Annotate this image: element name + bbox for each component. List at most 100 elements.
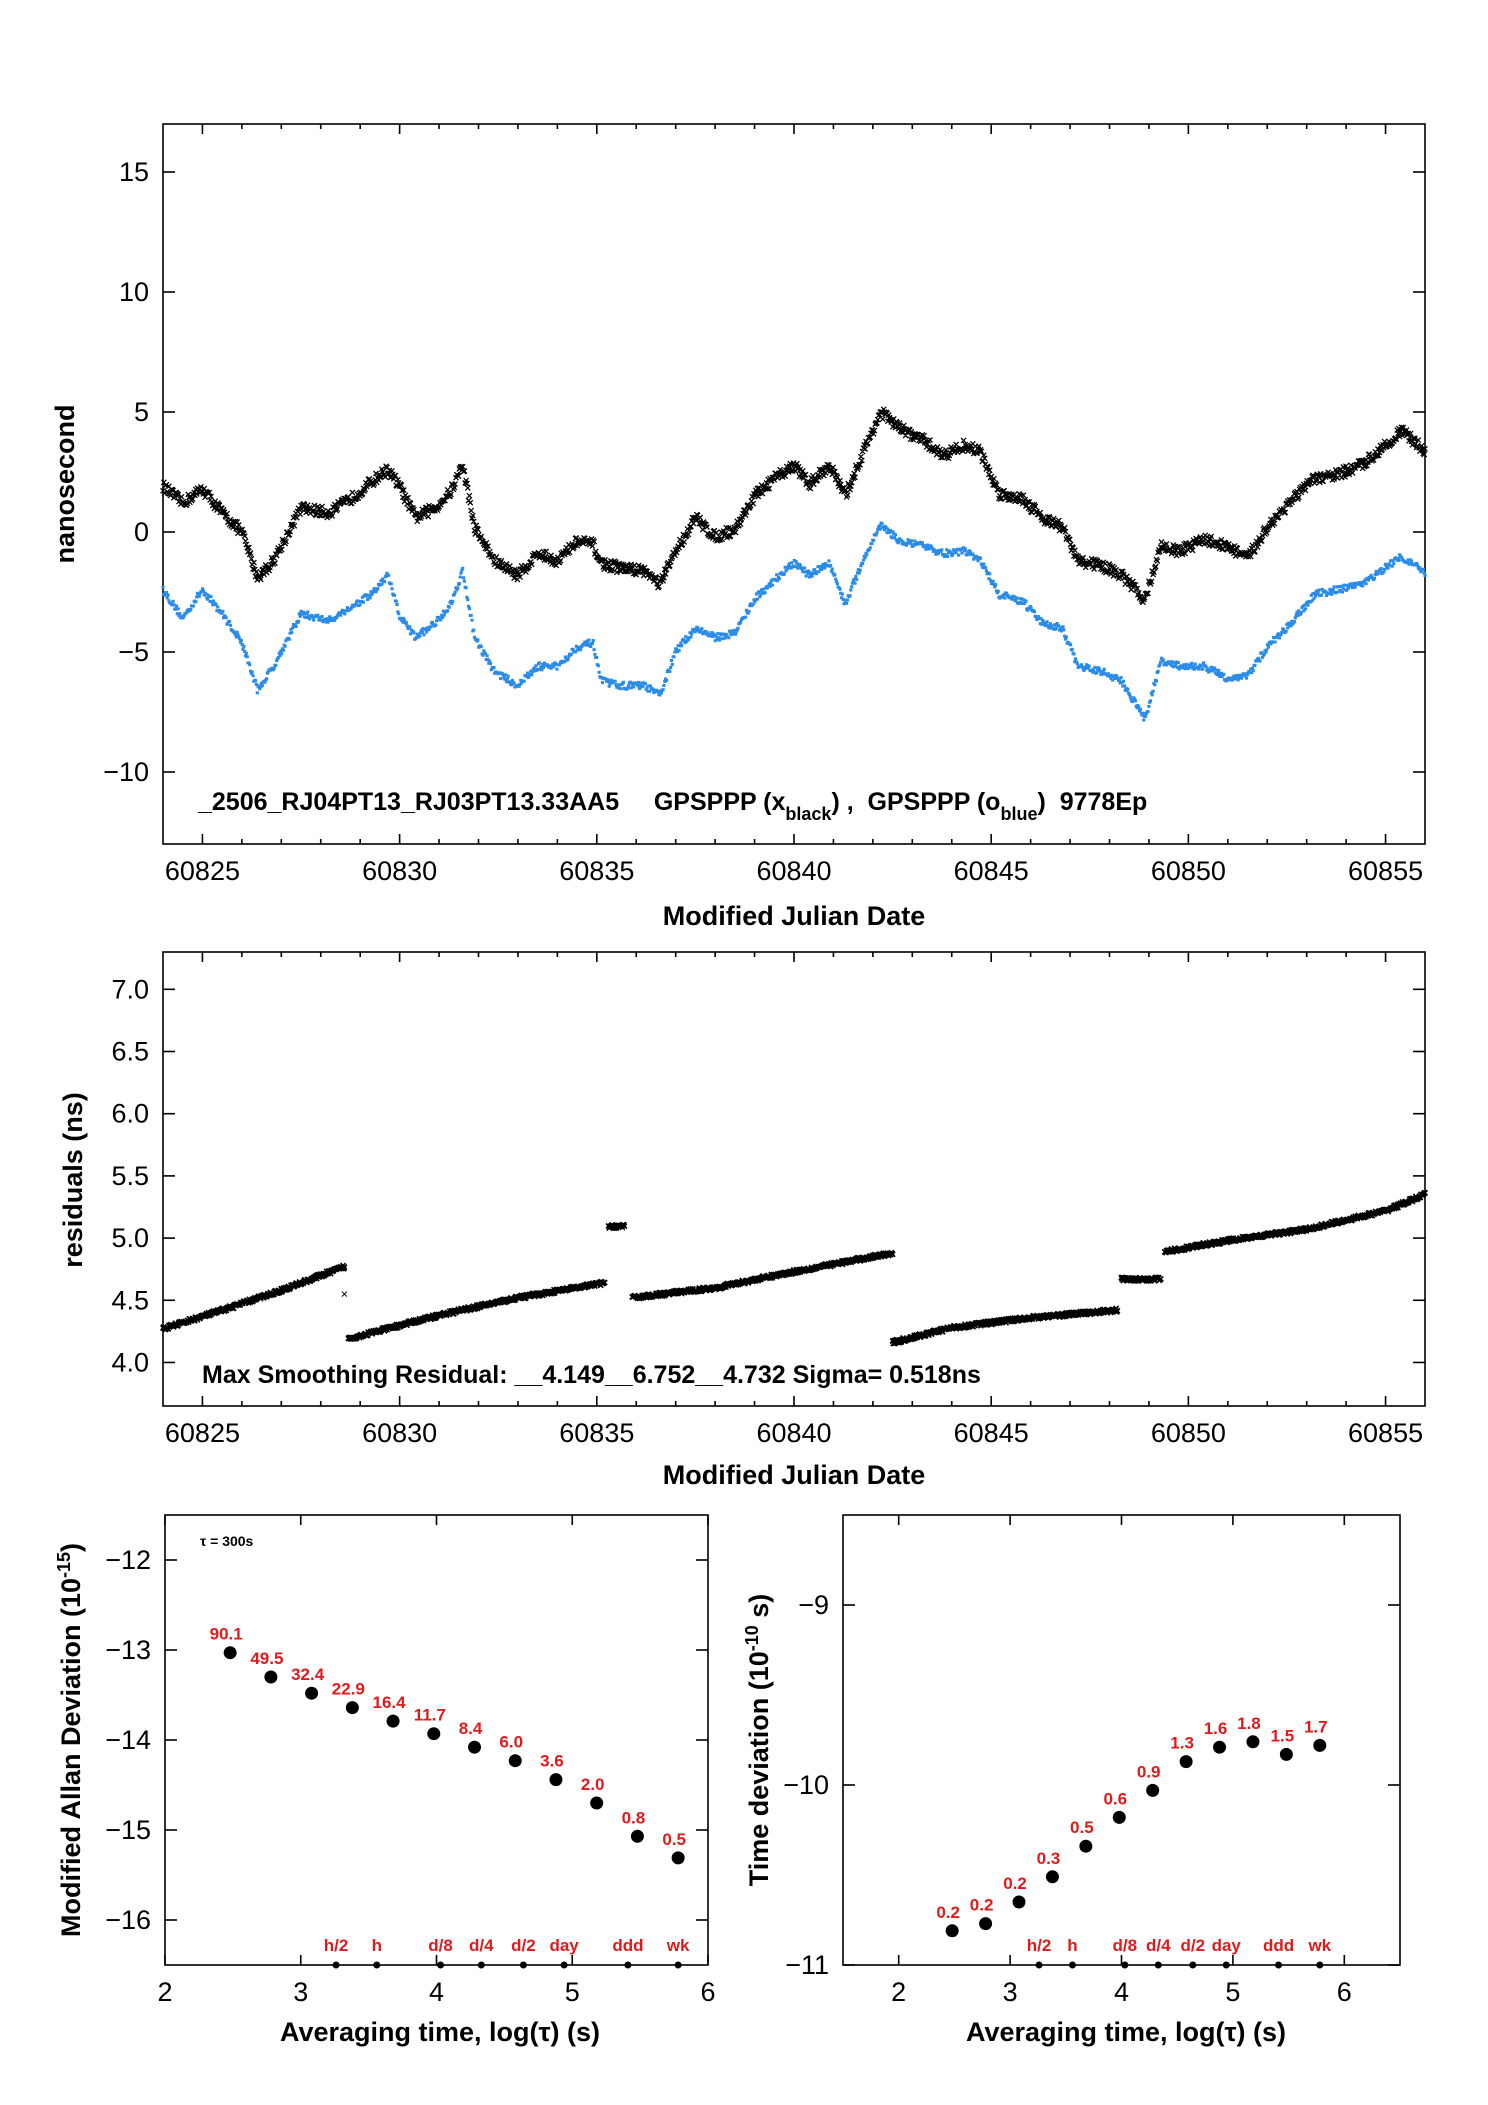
point-label: 0.3 bbox=[1037, 1849, 1061, 1868]
mdev-y-axis-label: Modified Allan Deviation (10-15) bbox=[54, 1543, 86, 1937]
x-tick-label: 60840 bbox=[756, 856, 831, 886]
phase-panel: 60825 60830 60835 60840 60845 60850 60855 −10 −5… bbox=[50, 123, 1428, 931]
y-tick-label: −15 bbox=[105, 1815, 151, 1845]
y-tick-label: 7.0 bbox=[111, 974, 149, 1004]
timescale-marker bbox=[332, 1961, 340, 1969]
timescale-marker bbox=[1189, 1961, 1197, 1969]
stability-point bbox=[1079, 1839, 1093, 1853]
stability-point bbox=[264, 1670, 278, 1684]
stability-point bbox=[1179, 1755, 1193, 1769]
timescale-marker bbox=[437, 1961, 445, 1969]
phase-plot-frame bbox=[162, 123, 1426, 845]
x-tick-label: 60840 bbox=[756, 1418, 831, 1448]
timescale-marker bbox=[1035, 1961, 1043, 1969]
stability-point bbox=[590, 1796, 604, 1810]
x-tick-label: 3 bbox=[1003, 1977, 1018, 2007]
timescale-marker bbox=[560, 1961, 568, 1969]
blue-o-markers bbox=[161, 521, 1427, 722]
timescale-marker bbox=[477, 1961, 485, 1969]
residuals-series bbox=[159, 1189, 1429, 1347]
y-tick-label: 0 bbox=[134, 517, 149, 547]
point-label: 8.4 bbox=[459, 1719, 483, 1738]
residual-segment bbox=[889, 1305, 1121, 1347]
timescale-label: d/8 bbox=[1113, 1936, 1138, 1955]
point-label: 0.9 bbox=[1137, 1762, 1161, 1781]
point-label: 1.5 bbox=[1271, 1726, 1295, 1745]
point-label: 2.0 bbox=[581, 1775, 605, 1794]
tdev-y-axis-label: Time deviation (10-10 s) bbox=[742, 1594, 774, 1887]
point-label: 0.5 bbox=[662, 1830, 686, 1849]
x-tick-label: 60830 bbox=[362, 1418, 437, 1448]
point-label: 6.0 bbox=[499, 1733, 523, 1752]
stability-point bbox=[1012, 1895, 1026, 1909]
timescale-label: ddd bbox=[1263, 1936, 1294, 1955]
timescale-label: ddd bbox=[612, 1936, 643, 1955]
tdev-ticks: 2 3 4 5 6 −11 −10 −9 bbox=[783, 1515, 1400, 2007]
residuals-ticks: 60825 60830 60835 60840 60845 60850 60855 4.0 4.… bbox=[111, 952, 1425, 1448]
mdev-plot-frame bbox=[164, 1514, 709, 1966]
point-label: 3.6 bbox=[540, 1752, 564, 1771]
y-tick-label: −12 bbox=[105, 1545, 151, 1575]
tau-note: τ = 300s bbox=[200, 1533, 254, 1549]
stability-point bbox=[630, 1829, 644, 1843]
stability-point bbox=[671, 1851, 685, 1865]
x-tick-label: 2 bbox=[891, 1977, 906, 2007]
point-label: 16.4 bbox=[373, 1693, 407, 1712]
timescale-label: d/8 bbox=[428, 1936, 453, 1955]
point-label: 1.7 bbox=[1304, 1717, 1328, 1736]
timescale-label: wk bbox=[1307, 1936, 1331, 1955]
x-tick-label: 60825 bbox=[165, 1418, 240, 1448]
timescale-label: day bbox=[549, 1936, 579, 1955]
point-label: 0.6 bbox=[1103, 1789, 1127, 1808]
stability-point bbox=[945, 1924, 959, 1938]
point-label: 0.2 bbox=[970, 1896, 994, 1915]
tdev-panel: 2 3 4 5 6 −11 −10 −9 0.2 0.2 0.2 0.3 0.5 0.6 0.9 1.3 1.… bbox=[742, 1514, 1401, 2047]
series-blue-o bbox=[161, 521, 1427, 722]
residual-outlier bbox=[988, 1318, 995, 1325]
stability-point bbox=[1213, 1740, 1227, 1754]
point-label: 0.5 bbox=[1070, 1818, 1094, 1837]
x-tick-label: 60845 bbox=[954, 1418, 1029, 1448]
timescale-marker bbox=[1154, 1961, 1162, 1969]
timescale-marker bbox=[373, 1961, 381, 1969]
y-tick-label: 4.5 bbox=[111, 1285, 149, 1315]
x-tick-label: 5 bbox=[1225, 1977, 1240, 2007]
y-tick-label: −5 bbox=[118, 637, 149, 667]
x-tick-label: 60825 bbox=[165, 856, 240, 886]
stability-point bbox=[1112, 1810, 1126, 1824]
y-tick-label: −10 bbox=[103, 757, 149, 787]
phase-y-axis-label: nanosecond bbox=[50, 404, 80, 563]
stability-point bbox=[1279, 1747, 1293, 1761]
phase-x-axis-label: Modified Julian Date bbox=[663, 901, 926, 931]
tdev-x-axis-label: Averaging time, log(τ) (s) bbox=[966, 2017, 1286, 2047]
residual-segment bbox=[1161, 1189, 1429, 1256]
x-tick-label: 60855 bbox=[1348, 1418, 1423, 1448]
mdev-ticks: 2 3 4 5 6 −16 −15 −14 −13 −12 bbox=[105, 1515, 716, 2007]
phase-annotation: _2506_RJ04PT13_RJ03PT13.33AA5 GPSPPP (xb… bbox=[197, 788, 1147, 824]
mdev-panel: 2 3 4 5 6 −16 −15 −14 −13 −12 90.1 49.5 32.4 22.9 16.… bbox=[54, 1514, 716, 2047]
x-tick-label: 60850 bbox=[1151, 856, 1226, 886]
stability-point bbox=[427, 1727, 441, 1741]
y-tick-label: −11 bbox=[785, 1950, 829, 1980]
residual-segment bbox=[605, 1221, 628, 1232]
timescale-label: h bbox=[372, 1936, 382, 1955]
timescale-marker bbox=[1068, 1961, 1076, 1969]
residuals-panel: 60825 60830 60835 60840 60845 60850 60855 4.0 4.… bbox=[58, 951, 1429, 1490]
stability-point bbox=[549, 1773, 563, 1787]
x-tick-label: 4 bbox=[1114, 1977, 1129, 2007]
point-label: 49.5 bbox=[250, 1649, 283, 1668]
point-label: 0.2 bbox=[936, 1903, 960, 1922]
timescale-label: d/4 bbox=[469, 1936, 494, 1955]
stability-point bbox=[1146, 1783, 1160, 1797]
residuals-annotation: Max Smoothing Residual: __4.149__6.752__… bbox=[202, 1361, 981, 1389]
y-tick-label: 4.0 bbox=[111, 1347, 149, 1377]
point-label: 32.4 bbox=[291, 1665, 325, 1684]
residuals-x-axis-label: Modified Julian Date bbox=[663, 1460, 926, 1490]
x-tick-label: 60845 bbox=[954, 856, 1029, 886]
x-tick-label: 2 bbox=[157, 1977, 172, 2007]
timescale-marker bbox=[1121, 1961, 1129, 1969]
stability-point bbox=[1313, 1738, 1327, 1752]
stability-point bbox=[345, 1701, 359, 1715]
